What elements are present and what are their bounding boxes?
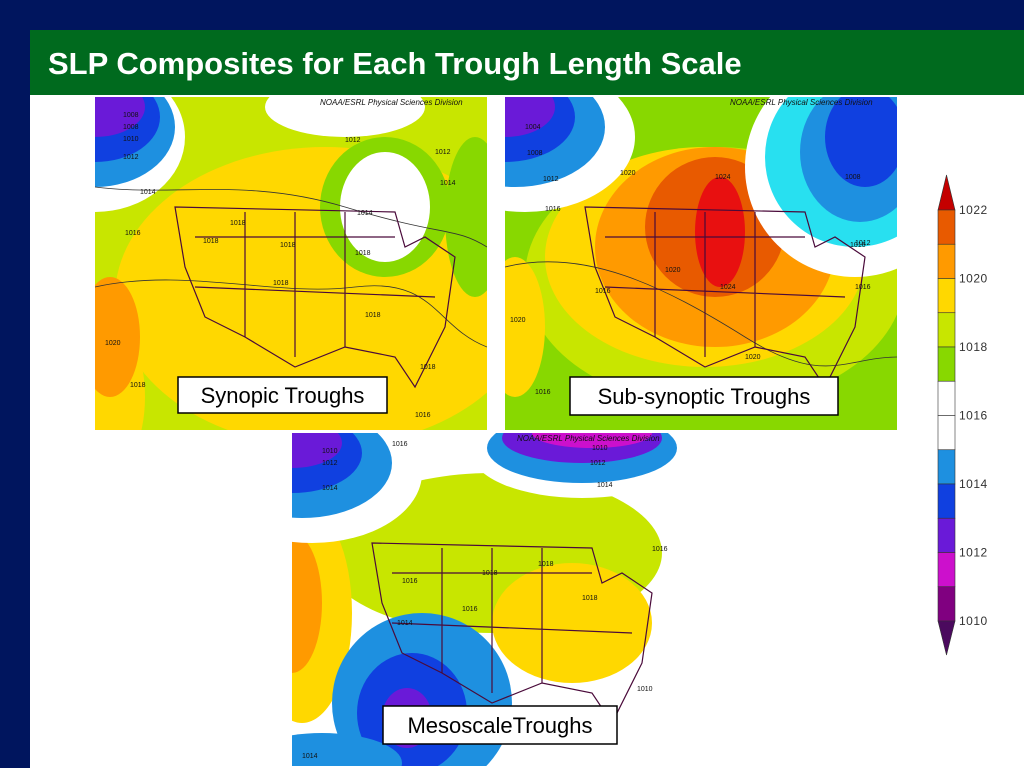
- contour-label: 1004: [525, 124, 541, 131]
- contour-label: 1012: [435, 149, 451, 156]
- contour-label: 1012: [123, 154, 139, 161]
- contour-label: 1008: [845, 174, 861, 181]
- color-bar-band: [937, 278, 956, 314]
- color-bar-band: [937, 483, 956, 519]
- map-label: Sub-synoptic Troughs: [598, 384, 811, 409]
- contour-label: 1016: [855, 284, 871, 291]
- contour-label: 1014: [322, 485, 338, 492]
- contour-label: 1018: [203, 238, 219, 245]
- contour-label: 1012: [345, 137, 361, 144]
- map-label-box: [177, 376, 388, 414]
- color-bar-band: [937, 346, 956, 382]
- contour-label: 1018: [482, 570, 498, 577]
- contour-label: 1016: [402, 578, 418, 585]
- color-bar-label: 1014: [959, 477, 988, 491]
- contour-label: 1010: [637, 686, 653, 693]
- contour-label: 1014: [302, 753, 318, 760]
- map-label-box: [382, 705, 618, 745]
- color-bar-label: 1022: [959, 203, 988, 217]
- color-bar-label: 1018: [959, 340, 988, 354]
- contour-label: 1014: [397, 620, 413, 627]
- contour-label: 1014: [357, 210, 373, 217]
- color-bar-band: [937, 449, 956, 485]
- contour-label: 1016: [652, 546, 668, 553]
- color-bar-band: [937, 209, 956, 245]
- contour-label: 1018: [582, 595, 598, 602]
- color-bar-label: 1016: [959, 409, 988, 423]
- color-bar-cap: [937, 620, 956, 656]
- contour-label: 1018: [230, 220, 246, 227]
- map-label: MesoscaleTroughs: [407, 713, 592, 738]
- color-bar-band: [937, 312, 956, 348]
- contour-label: 1012: [590, 460, 606, 467]
- contour-label: 1020: [745, 354, 761, 361]
- map-label-box: [569, 376, 839, 416]
- contour-label: 1018: [355, 250, 371, 257]
- color-bar-band: [937, 380, 956, 416]
- color-bar-band: [937, 586, 956, 622]
- contour-label: 1008: [527, 150, 543, 157]
- contour-label: 1018: [280, 242, 296, 249]
- contour-label: 1012: [855, 240, 871, 247]
- map: 1008 1008 1010 1012 1014 1016 1018 1018 1018 1018…: [95, 97, 487, 430]
- contour-label: 1020: [510, 317, 526, 324]
- map-credit: NOAA/ESRL Physical Sciences Division: [517, 434, 660, 443]
- contour-label: 1020: [665, 267, 681, 274]
- color-bar-band: [937, 517, 956, 553]
- contour-label: 1018: [538, 561, 554, 568]
- contour-label: 1024: [715, 174, 731, 181]
- color-bar-band: [937, 415, 956, 451]
- contour-label: 1018: [365, 312, 381, 319]
- contour-label: 1014: [440, 180, 456, 187]
- contour-label: 1012: [322, 460, 338, 467]
- map: 1004100810121016102010241020102410161020…: [505, 97, 897, 430]
- color-bar-label: 1012: [959, 546, 988, 560]
- contour-label: 1018: [420, 364, 436, 371]
- contour-label: 1024: [720, 284, 736, 291]
- contour-label: 1010: [322, 448, 338, 455]
- color-bar-band: [937, 552, 956, 588]
- contour-label: 1012: [543, 176, 559, 183]
- contour-label: 1020: [105, 340, 121, 347]
- contour-label: 1008: [123, 112, 139, 119]
- contour-label: 1014: [140, 189, 156, 196]
- contour-label: 1016: [462, 606, 478, 613]
- contour-label: 1016: [545, 206, 561, 213]
- contour-label: 1018: [130, 382, 146, 389]
- contour-label: 1016: [415, 412, 431, 419]
- slide-title: SLP Composites for Each Trough Length Sc…: [48, 46, 742, 81]
- contour-label: 1016: [535, 389, 551, 396]
- contour-label: 1016: [595, 288, 611, 295]
- color-bar: 1022 1020 1018 1016 1014 1012 1010: [937, 174, 988, 656]
- map-credit: NOAA/ESRL Physical Sciences Division: [320, 98, 463, 107]
- map-label: Synopic Troughs: [201, 383, 365, 408]
- contour-label: 1014: [597, 482, 613, 489]
- contour-label: 1016: [125, 230, 141, 237]
- color-bar-band: [937, 243, 956, 279]
- contour-label: 1010: [123, 136, 139, 143]
- contour-label: 1018: [273, 280, 289, 287]
- color-bar-label: 1010: [959, 614, 988, 628]
- contour-label: 1020: [620, 170, 636, 177]
- title-bar: [30, 30, 1024, 95]
- map-credit: NOAA/ESRL Physical Sciences Division: [730, 98, 873, 107]
- contour-label: 1016: [850, 242, 866, 249]
- color-bar-label: 1020: [959, 272, 988, 286]
- contour-label: 1008: [123, 124, 139, 131]
- contour-label: 1010: [592, 445, 608, 452]
- contour-label: 1016: [392, 441, 408, 448]
